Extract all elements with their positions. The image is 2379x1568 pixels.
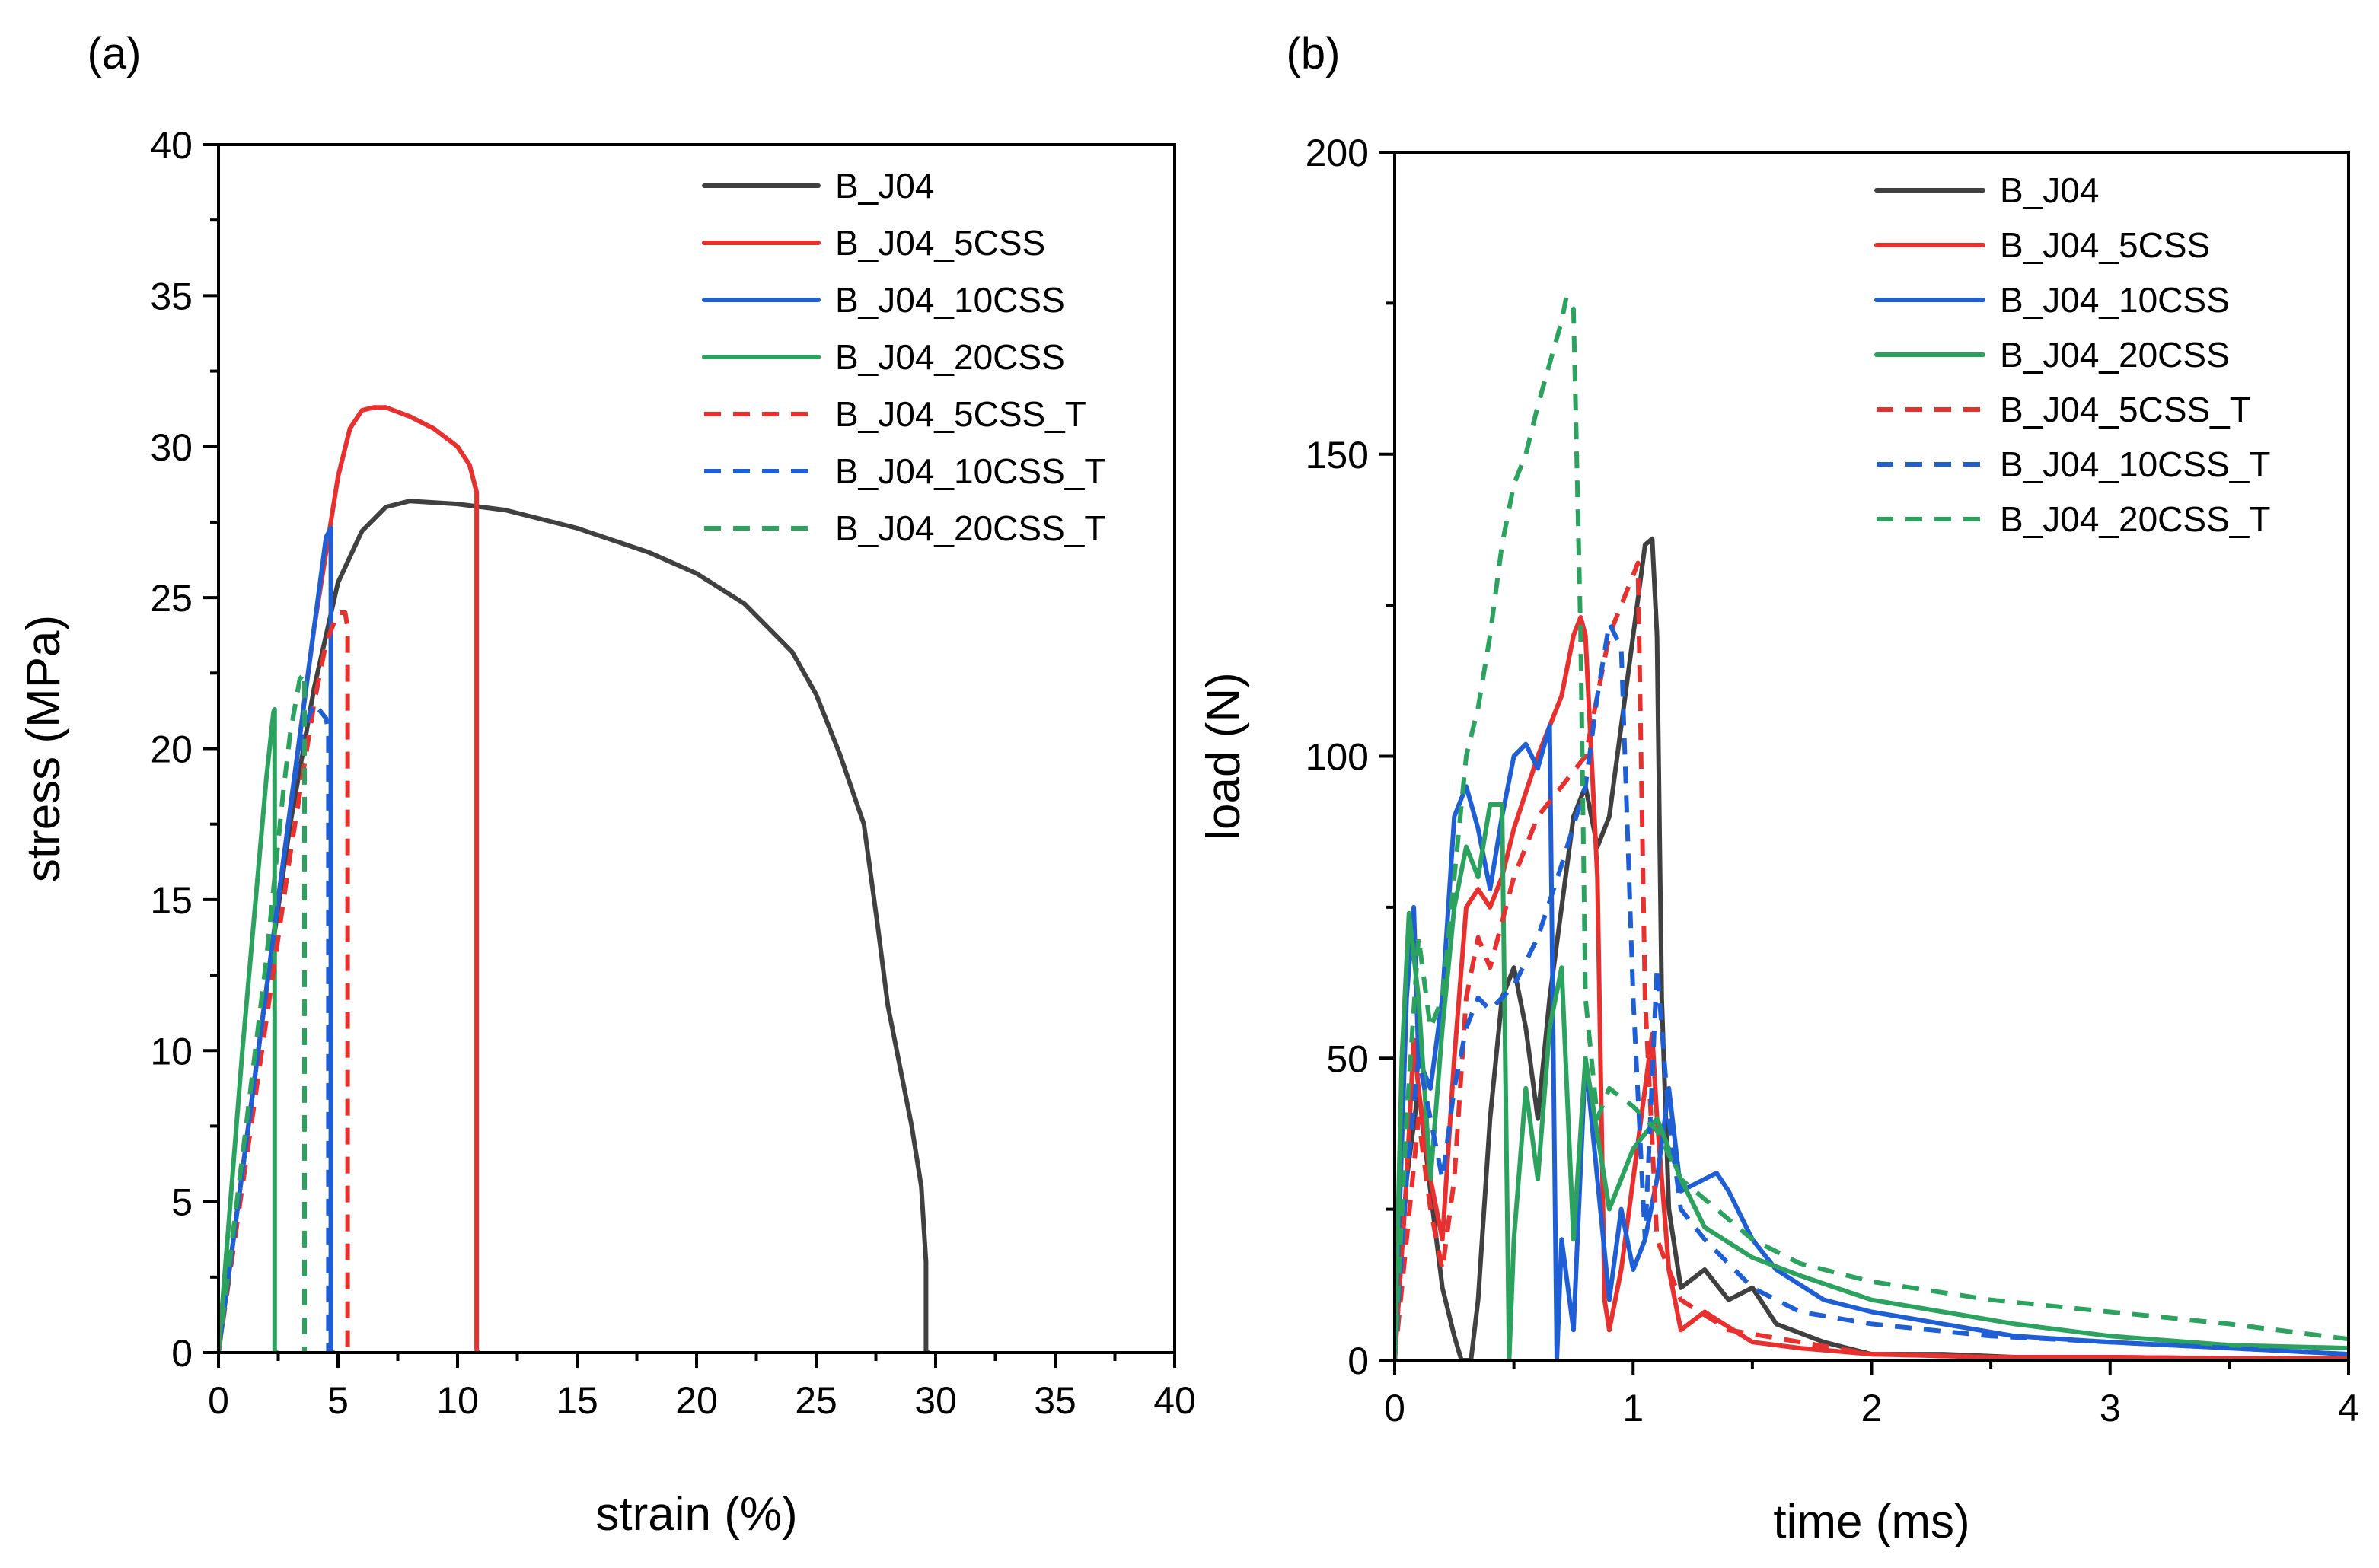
x-tick-label: 1 bbox=[1622, 1387, 1644, 1429]
x-tick-label: 25 bbox=[795, 1379, 837, 1422]
series-line-b-j04 bbox=[1395, 536, 2349, 1360]
legend-label: B_J04_10CSS_T bbox=[835, 451, 1105, 491]
x-tick-label: 3 bbox=[2100, 1387, 2121, 1429]
series-group bbox=[218, 405, 931, 1353]
legend-label: B_J04_20CSS bbox=[835, 337, 1065, 377]
x-axis-title: strain (%) bbox=[595, 1488, 797, 1541]
y-tick-label: 0 bbox=[171, 1332, 193, 1375]
y-tick-label: 20 bbox=[150, 728, 193, 771]
y-tick-label: 10 bbox=[150, 1030, 193, 1072]
legend-label: B_J04 bbox=[835, 166, 934, 206]
legend-label: B_J04_20CSS_T bbox=[835, 508, 1105, 548]
y-tick-label: 100 bbox=[1306, 736, 1369, 779]
x-axis-title: time (ms) bbox=[1773, 1496, 1969, 1548]
y-tick-label: 0 bbox=[1347, 1340, 1369, 1382]
legend-label: B_J04_10CSS_T bbox=[2000, 445, 2270, 484]
y-tick-label: 30 bbox=[150, 426, 193, 469]
legend-label: B_J04_5CSS bbox=[835, 223, 1045, 263]
x-tick-label: 4 bbox=[2338, 1387, 2359, 1429]
series-line-b-j04 bbox=[218, 499, 931, 1353]
x-tick-label: 40 bbox=[1153, 1379, 1196, 1422]
series-line-b-j04-5css bbox=[1395, 615, 2349, 1360]
legend: B_J04 B_J04_5CSS B_J04_10CSS B_J04_20CSS B_J… bbox=[702, 166, 1105, 548]
chart-panel-a: 0 5 10 15 20 25 30 35 40 0 5 10 15 20 25 30 35 40 strain (… bbox=[18, 29, 1196, 1541]
x-tick-label: 10 bbox=[436, 1379, 479, 1422]
series-line-b-j04-10css-t bbox=[1395, 620, 2349, 1360]
y-tick-label: 40 bbox=[150, 124, 193, 167]
x-tick-label: 15 bbox=[556, 1379, 598, 1422]
series-line-b-j04-5css-t bbox=[1395, 560, 2349, 1360]
legend-label: B_J04_10CSS bbox=[2000, 280, 2230, 320]
legend: B_J04 B_J04_5CSS B_J04_10CSS B_J04_20CSS B_J… bbox=[1874, 171, 2270, 539]
y-tick-label: 150 bbox=[1306, 434, 1369, 476]
y-axis-title: load (N) bbox=[1197, 672, 1250, 840]
x-tick-label: 30 bbox=[914, 1379, 957, 1422]
legend-label: B_J04 bbox=[2000, 171, 2099, 210]
series-line-b-j04-10css bbox=[1395, 723, 2349, 1360]
series-line-b-j04-20css-t bbox=[1395, 295, 2349, 1360]
legend-label: B_J04_5CSS_T bbox=[2000, 390, 2251, 429]
x-tick-label: 0 bbox=[1384, 1387, 1405, 1429]
series-line-b-j04-20css bbox=[1395, 802, 2349, 1360]
y-axis-title: stress (MPa) bbox=[18, 615, 70, 882]
y-tick-label: 35 bbox=[150, 275, 193, 317]
chart-panel-b: 0 1 2 3 4 0 50 100 150 200 time (ms) load (N) (b) B_J… bbox=[1197, 29, 2359, 1548]
plot-frame bbox=[217, 143, 1176, 1354]
panel-label: (a) bbox=[88, 29, 142, 78]
y-tick-label: 5 bbox=[171, 1181, 193, 1224]
x-tick-label: 35 bbox=[1034, 1379, 1076, 1422]
legend-label: B_J04_10CSS bbox=[835, 280, 1065, 320]
y-tick-label: 25 bbox=[150, 577, 193, 620]
legend-label: B_J04_20CSS_T bbox=[2000, 499, 2270, 539]
legend-label: B_J04_5CSS_T bbox=[835, 394, 1086, 434]
y-tick-label: 200 bbox=[1306, 132, 1369, 174]
y-tick-label: 50 bbox=[1326, 1037, 1369, 1080]
series-line-b-j04-20css bbox=[218, 706, 279, 1353]
panel-label: (b) bbox=[1287, 29, 1341, 78]
legend-label: B_J04_5CSS bbox=[2000, 225, 2210, 265]
series-line-b-j04-5css-t bbox=[218, 610, 350, 1353]
x-tick-label: 5 bbox=[327, 1379, 349, 1422]
x-tick-label: 2 bbox=[1861, 1387, 1883, 1429]
x-tick-label: 0 bbox=[208, 1379, 229, 1422]
y-tick-label: 15 bbox=[150, 879, 193, 922]
series-line-b-j04-20css-t bbox=[218, 671, 307, 1353]
series-group bbox=[1395, 295, 2349, 1360]
series-line-b-j04-10css-t bbox=[218, 701, 331, 1353]
x-tick-label: 20 bbox=[675, 1379, 718, 1422]
legend-label: B_J04_20CSS bbox=[2000, 335, 2230, 374]
